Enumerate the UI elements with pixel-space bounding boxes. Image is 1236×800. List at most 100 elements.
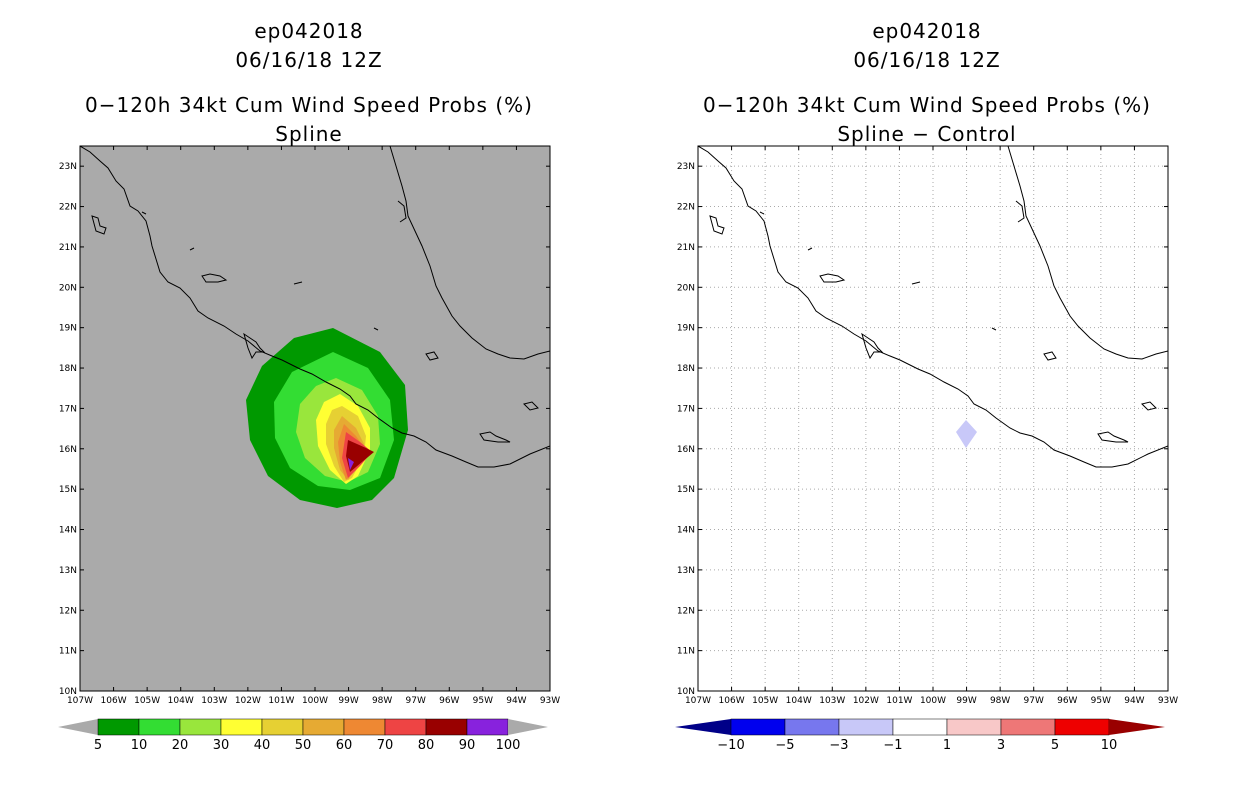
right-datetime: 06/16/18 12Z — [853, 48, 1001, 72]
lon-label: 105W — [134, 696, 160, 706]
lon-label: 103W — [201, 696, 227, 706]
lat-label: 22N — [677, 203, 695, 213]
left-product-title: 0−120h 34kt Cum Wind Speed Probs (%) — [85, 93, 533, 117]
colorbar-end-triangle — [1109, 719, 1165, 735]
colorbar-swatch — [179, 718, 222, 736]
colorbar-swatch — [946, 718, 1002, 736]
colorbar-label: −3 — [829, 738, 848, 753]
lon-label: 105W — [752, 696, 778, 706]
lat-label: 23N — [59, 162, 77, 172]
colorbar-label: 20 — [172, 738, 189, 753]
lat-label: 16N — [59, 445, 77, 455]
colorbar-swatch — [138, 718, 181, 736]
colorbar-label: −10 — [717, 738, 744, 753]
lat-label: 14N — [677, 526, 695, 536]
colorbar-label: 90 — [459, 738, 476, 753]
lat-label: 13N — [677, 566, 695, 576]
colorbar-swatch — [838, 718, 894, 736]
right-axis-ticks: 10N 11N 12N 13N 14N 15N 16N 17N 18N 19N 20N 21N 22N 2… — [677, 146, 1178, 706]
lon-label: 99W — [956, 696, 976, 706]
colorbar-swatch — [97, 718, 140, 736]
colorbar-label: 5 — [94, 738, 102, 753]
lat-label: 18N — [59, 364, 77, 374]
colorbar-start-triangle — [58, 719, 98, 735]
colorbar-swatch — [261, 718, 304, 736]
lat-label: 17N — [677, 404, 695, 414]
lat-label: 10N — [59, 687, 77, 697]
lat-label: 13N — [59, 566, 77, 576]
lon-label: 98W — [990, 696, 1010, 706]
lon-label: 95W — [473, 696, 493, 706]
lon-label: 93W — [1158, 696, 1178, 706]
lon-label: 106W — [719, 696, 745, 706]
lat-label: 16N — [677, 445, 695, 455]
colorbar-label: 10 — [131, 738, 148, 753]
colorbar-label: 1 — [943, 738, 951, 753]
colorbar-label: 50 — [295, 738, 312, 753]
lat-label: 10N — [677, 687, 695, 697]
colorbar-end-triangle — [508, 719, 548, 735]
colorbar-swatch — [466, 718, 509, 736]
right-subtitle: Spline − Control — [837, 122, 1017, 146]
colorbar-start-triangle — [675, 719, 731, 735]
lon-label: 94W — [506, 696, 526, 706]
lat-label: 11N — [59, 647, 77, 657]
colorbar-swatch — [302, 718, 345, 736]
colorbar-label: 70 — [377, 738, 394, 753]
left-map-panel: 10N 11N 12N 13N 14N 15N 16N 17N 18N 19N 20N 21N 22N 2… — [58, 145, 560, 753]
colorbar-label: 3 — [997, 738, 1005, 753]
lat-label: 21N — [677, 243, 695, 253]
lat-label: 12N — [677, 606, 695, 616]
colorbar-swatch — [1000, 718, 1056, 736]
lon-label: 102W — [235, 696, 261, 706]
lon-label: 99W — [338, 696, 358, 706]
colorbar-swatch — [384, 718, 427, 736]
lon-label: 100W — [302, 696, 328, 706]
colorbar-label: 80 — [418, 738, 435, 753]
lon-label: 101W — [268, 696, 294, 706]
right-title-block: ep042018 06/16/18 12Z 0−120h 34kt Cum Wi… — [627, 17, 1227, 149]
left-axis-ticks: 10N 11N 12N 13N 14N 15N 16N 17N 18N 19N 20N 21N 22N 2… — [59, 146, 560, 706]
colorbar-label: 60 — [336, 738, 353, 753]
lat-label: 14N — [59, 526, 77, 536]
lat-label: 19N — [677, 324, 695, 334]
lon-label: 102W — [853, 696, 879, 706]
colorbar-swatch — [343, 718, 386, 736]
lon-label: 96W — [1057, 696, 1077, 706]
colorbar-label: 40 — [254, 738, 271, 753]
lon-label: 95W — [1091, 696, 1111, 706]
difference-feature — [956, 420, 977, 448]
colorbar-label: −5 — [775, 738, 794, 753]
lon-label: 97W — [1024, 696, 1044, 706]
colorbar-label: 30 — [213, 738, 230, 753]
lat-label: 17N — [59, 404, 77, 414]
lon-label: 107W — [67, 696, 93, 706]
lon-label: 96W — [439, 696, 459, 706]
lat-label: 20N — [677, 283, 695, 293]
lat-label: 15N — [677, 485, 695, 495]
right-storm-id: ep042018 — [872, 19, 982, 43]
lon-label: 98W — [372, 696, 392, 706]
lon-label: 100W — [920, 696, 946, 706]
colorbar-label: 5 — [1051, 738, 1059, 753]
lat-label: 12N — [59, 606, 77, 616]
left-title-block: ep042018 06/16/18 12Z 0−120h 34kt Cum Wi… — [9, 17, 609, 149]
lon-label: 104W — [786, 696, 812, 706]
lon-label: 104W — [168, 696, 194, 706]
lat-label: 22N — [59, 203, 77, 213]
lon-label: 107W — [685, 696, 711, 706]
lon-label: 106W — [101, 696, 127, 706]
lon-label: 101W — [886, 696, 912, 706]
colorbar-label: −1 — [883, 738, 902, 753]
probability-contours — [80, 146, 550, 508]
lon-label: 103W — [819, 696, 845, 706]
colorbar-swatch — [220, 718, 263, 736]
colorbar-label: 10 — [1101, 738, 1118, 753]
colorbar-swatch — [425, 718, 468, 736]
lat-label: 15N — [59, 485, 77, 495]
lat-label: 20N — [59, 283, 77, 293]
right-gridlines — [698, 146, 1168, 691]
lon-label: 97W — [406, 696, 426, 706]
lat-label: 21N — [59, 243, 77, 253]
